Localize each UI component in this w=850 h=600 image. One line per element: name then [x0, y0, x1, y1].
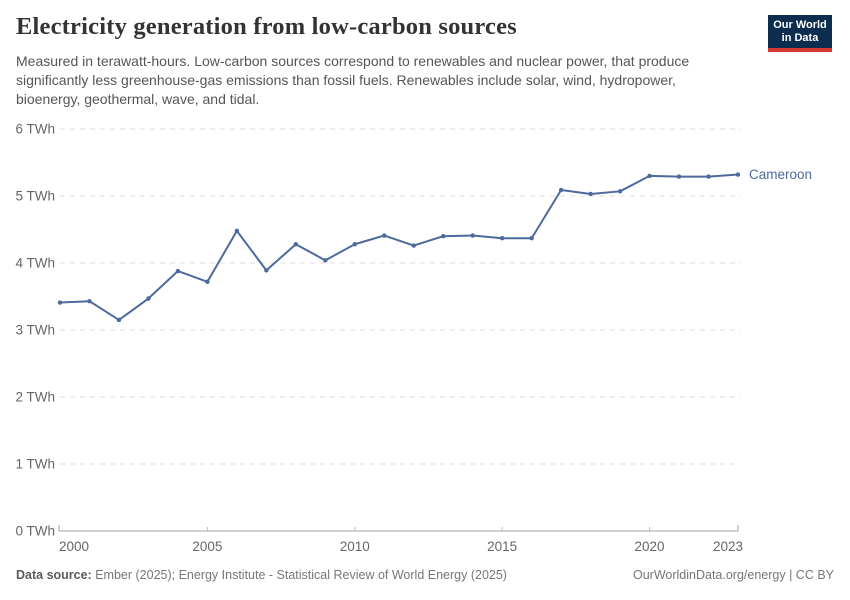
data-point-marker[interactable] [499, 236, 505, 241]
x-axis-tick-label: 2015 [487, 539, 517, 554]
data-point-marker[interactable] [293, 242, 299, 247]
data-point-marker[interactable] [175, 268, 181, 274]
y-axis-tick-label: 4 TWh [15, 256, 55, 271]
x-axis-tick-label: 2020 [635, 539, 665, 554]
data-point-marker[interactable] [352, 242, 357, 247]
data-point-marker[interactable] [264, 268, 269, 273]
data-point-marker[interactable] [57, 300, 63, 305]
chart-subtitle: Measured in terawatt-hours. Low-carbon s… [16, 53, 690, 107]
x-axis-tick-label: 2023 [713, 539, 743, 554]
data-point-marker[interactable] [205, 279, 210, 284]
data-source-note: Data source: Ember (2025); Energy Instit… [16, 568, 507, 582]
x-axis-tick-label: 2000 [59, 539, 89, 554]
x-axis-tick-label: 2005 [192, 539, 222, 554]
data-point-marker[interactable] [116, 317, 122, 323]
data-point-marker[interactable] [146, 296, 151, 301]
data-point-marker[interactable] [382, 233, 387, 238]
owid-logo-text-line2: in Data [781, 32, 819, 44]
attribution-link[interactable]: OurWorldinData.org/energy | CC BY [632, 568, 834, 582]
data-point-marker[interactable] [558, 187, 564, 193]
series-line-cameroon[interactable] [59, 173, 739, 321]
data-point-marker[interactable] [411, 243, 416, 248]
y-axis-tick-label: 0 TWh [15, 524, 55, 539]
data-point-marker[interactable] [234, 228, 240, 234]
data-point-marker[interactable] [588, 191, 593, 197]
data-point-marker[interactable] [323, 258, 328, 263]
x-axis-tick-label: 2010 [340, 539, 370, 554]
data-point-marker[interactable] [441, 234, 446, 239]
y-axis-tick-label: 5 TWh [15, 189, 55, 204]
owid-logo-text-line1: Our World [773, 19, 827, 31]
data-point-marker[interactable] [706, 174, 711, 179]
data-point-marker[interactable] [647, 173, 652, 179]
owid-logo[interactable]: Our World in Data [768, 15, 832, 52]
data-point-marker[interactable] [529, 236, 534, 241]
data-point-marker[interactable] [470, 233, 475, 238]
entity-label-cameroon[interactable]: Cameroon [749, 167, 812, 182]
data-point-marker[interactable] [735, 172, 741, 177]
page-title: Electricity generation from low-carbon s… [16, 13, 517, 40]
data-point-marker[interactable] [617, 189, 623, 194]
y-axis-tick-label: 1 TWh [15, 457, 55, 472]
chart-footer: Data source: Ember (2025); Energy Instit… [16, 568, 834, 582]
data-source-text: Ember (2025); Energy Institute - Statist… [91, 568, 507, 582]
y-axis-tick-label: 6 TWh [15, 122, 55, 137]
y-axis-tick-label: 3 TWh [15, 323, 55, 338]
data-point-marker[interactable] [676, 174, 682, 179]
data-source-label: Data source: [16, 568, 92, 582]
y-axis-tick-label: 2 TWh [15, 390, 55, 405]
data-point-marker[interactable] [87, 298, 92, 304]
